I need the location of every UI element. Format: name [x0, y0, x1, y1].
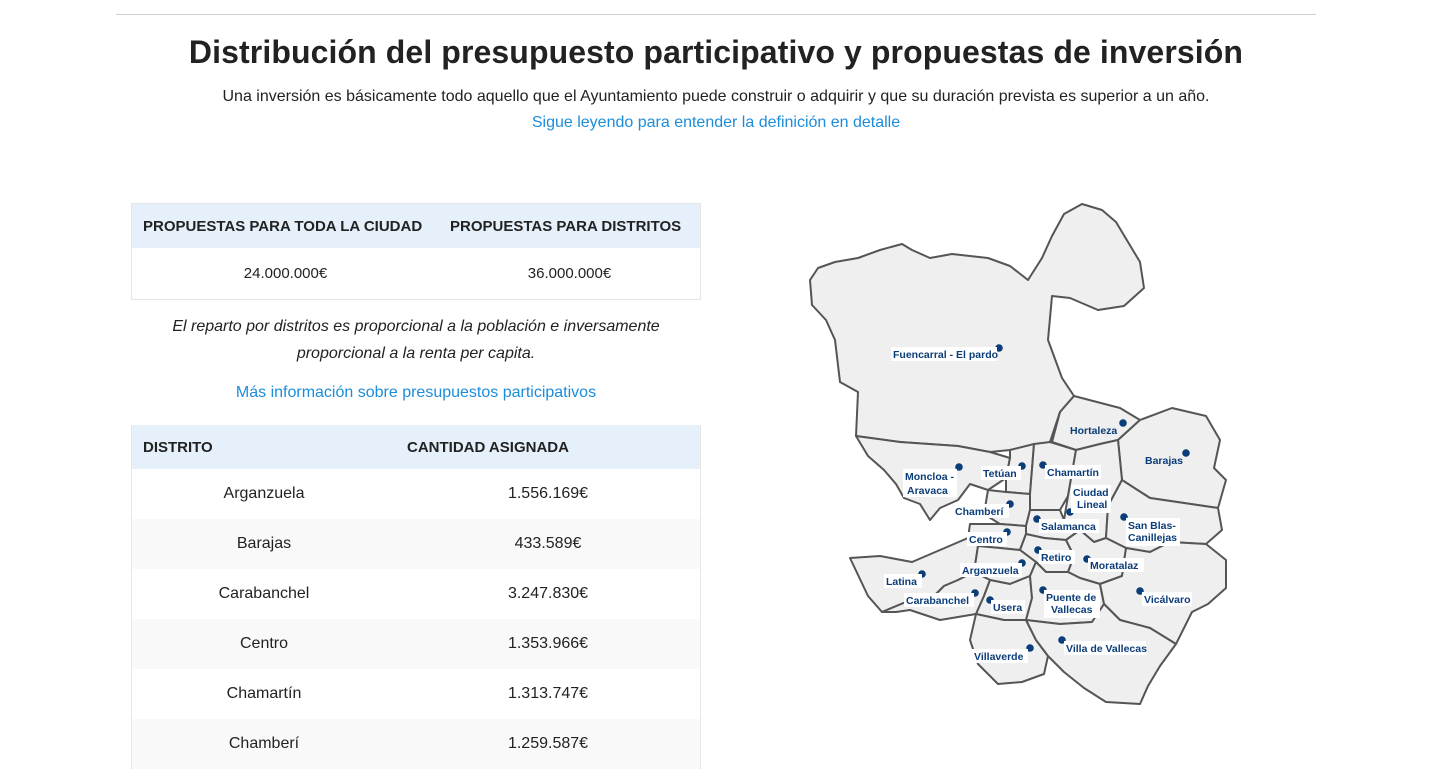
- map-label-ciudad-lineal: Ciudad: [1073, 487, 1109, 499]
- map-label-usera: Usera: [993, 602, 1022, 614]
- district-name: Carabanchel: [218, 585, 310, 602]
- map-label-chamartin: Chamartín: [1047, 467, 1099, 479]
- map-label-puente-vallecas: Vallecas: [1051, 604, 1093, 616]
- label-bg: [960, 563, 1022, 577]
- label-bg: [1142, 592, 1192, 606]
- city-proposals-header: PROPUESTAS PARA TODA LA CIUDAD: [131, 203, 439, 248]
- map-label-centro: Centro: [969, 534, 1003, 546]
- map-marker-san-blas: [1120, 513, 1128, 521]
- label-bg: [891, 347, 997, 361]
- district-name: Arganzuela: [223, 485, 305, 502]
- district-amount: 1.259.587€: [396, 719, 701, 769]
- label-bg: [1126, 518, 1180, 546]
- map-marker-villa-vallecas: [1058, 636, 1066, 644]
- district-name: Chamartín: [226, 685, 302, 702]
- table-row: Chamartín 1.313.747€: [132, 669, 701, 719]
- label-bg: [884, 574, 922, 588]
- map-label-san-blas: San Blas-: [1128, 520, 1176, 532]
- budget-header-row: PROPUESTAS PARA TODA LA CIUDAD PROPUESTA…: [131, 203, 701, 248]
- label-bg: [967, 532, 1007, 546]
- map-label-tetuan: Tetúan: [983, 468, 1017, 480]
- map-marker-moncloa: [955, 463, 963, 471]
- city-budget-value: 24.000.000€: [243, 265, 328, 282]
- district-column-header: DISTRITO: [131, 425, 396, 469]
- label-bg: [1088, 558, 1144, 572]
- map-label-chamberi: Chamberí: [955, 506, 1005, 518]
- table-row: Carabanchel 3.247.830€: [132, 569, 701, 619]
- label-bg: [903, 469, 957, 497]
- intro-text: Una inversión es básicamente todo aquell…: [222, 88, 1210, 105]
- map-label-puente-vallecas: Puente de: [1046, 592, 1096, 604]
- map-marker-chamartin: [1039, 461, 1047, 469]
- district-name: Chamberí: [131, 719, 396, 769]
- map-label-san-blas: Canillejas: [1128, 532, 1177, 544]
- district-amount: 433.589€: [396, 519, 701, 569]
- map-label-retiro: Retiro: [1041, 552, 1071, 564]
- map-marker-vicalvaro: [1136, 587, 1144, 595]
- label-bg: [953, 504, 1009, 518]
- label-bg: [1064, 641, 1146, 655]
- map-label-barajas: Barajas: [1145, 455, 1183, 467]
- page-title: Distribución del presupuesto participati…: [188, 34, 1244, 70]
- amount-column-header: CANTIDAD ASIGNADA: [396, 425, 701, 469]
- district-name: Centro: [131, 619, 396, 669]
- map-label-moratalaz: Moratalaz: [1090, 560, 1138, 572]
- label-bg: [972, 649, 1028, 663]
- table-row: Arganzuela 1.556.169€: [132, 469, 701, 519]
- table-row: Barajas 433.589€: [131, 519, 701, 569]
- map-label-ciudad-lineal: Lineal: [1077, 499, 1107, 511]
- district-amount: 1.313.747€: [507, 685, 589, 702]
- top-divider: [116, 14, 1316, 15]
- budget-summary-table: PROPUESTAS PARA TODA LA CIUDAD PROPUESTA…: [131, 203, 701, 300]
- district-amount: 1.556.169€: [507, 485, 589, 502]
- map-marker-fuencarral: [995, 344, 1003, 352]
- more-info-link[interactable]: Más información sobre presupuestos parti…: [235, 384, 597, 401]
- label-bg: [1044, 590, 1100, 618]
- definition-link[interactable]: Sigue leyendo para entender la definició…: [531, 114, 901, 131]
- district-name: Barajas: [131, 519, 396, 569]
- label-bg: [904, 593, 974, 607]
- madrid-districts-map: Fuencarral - El pardo Hortaleza Barajas …: [809, 203, 1227, 705]
- map-marker-salamanca: [1033, 515, 1041, 523]
- map-label-vicalvaro: Vicálvaro: [1144, 594, 1191, 606]
- map-label-arganzuela: Arganzuela: [962, 565, 1019, 577]
- table-row: Chamberí 1.259.587€: [131, 719, 701, 769]
- label-bg: [991, 600, 1025, 614]
- table-row: Centro 1.353.966€: [131, 619, 701, 669]
- distribution-note: El reparto por distritos es proporcional…: [172, 318, 660, 362]
- label-bg: [1045, 465, 1101, 479]
- district-allocation-table: DISTRITO CANTIDAD ASIGNADA Arganzuela 1.…: [131, 425, 701, 769]
- budget-value-row: 24.000.000€ 36.000.000€: [132, 248, 701, 300]
- label-bg: [1039, 519, 1099, 533]
- label-bg: [1039, 550, 1075, 564]
- map-label-carabanchel: Carabanchel: [906, 595, 969, 607]
- district-header-row: DISTRITO CANTIDAD ASIGNADA: [131, 425, 701, 469]
- label-bg: [1071, 485, 1111, 513]
- map-label-salamanca: Salamanca: [1041, 521, 1096, 533]
- district-proposals-header: PROPUESTAS PARA DISTRITOS: [439, 203, 701, 248]
- map-label-moncloa: Aravaca: [907, 485, 948, 497]
- district-amount: 1.353.966€: [396, 619, 701, 669]
- map-label-villa-vallecas: Villa de Vallecas: [1066, 643, 1147, 655]
- map-label-latina: Latina: [886, 576, 917, 588]
- map-label-moncloa: Moncloa -: [905, 471, 955, 483]
- map-marker-villaverde: [1026, 644, 1034, 652]
- map-marker-barajas: [1182, 449, 1190, 457]
- district-amount: 3.247.830€: [507, 585, 589, 602]
- district-budget-value: 36.000.000€: [527, 265, 612, 282]
- map-label-fuencarral: Fuencarral - El pardo: [893, 349, 998, 361]
- map-marker-hortaleza: [1119, 419, 1127, 427]
- map-label-villaverde: Villaverde: [974, 651, 1024, 663]
- label-bg: [981, 466, 1021, 480]
- map-label-hortaleza: Hortaleza: [1070, 425, 1117, 437]
